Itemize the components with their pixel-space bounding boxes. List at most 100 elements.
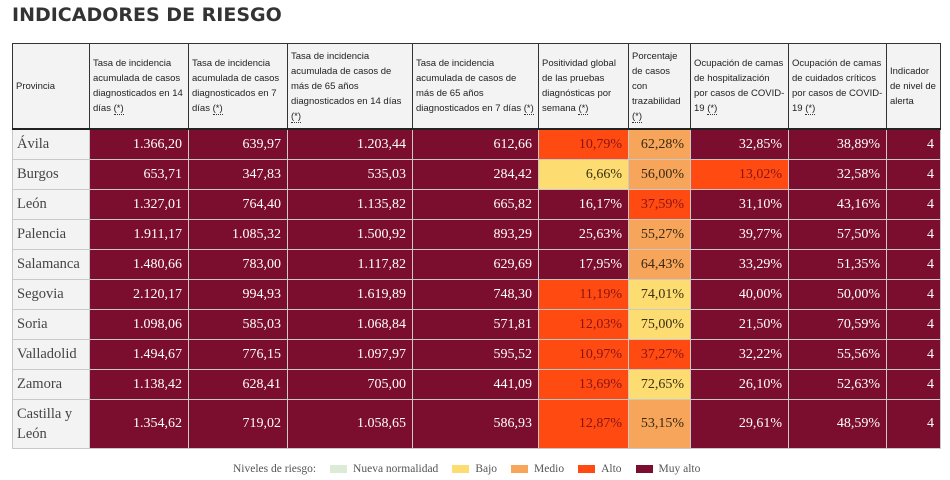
value-cell: 52,63% xyxy=(788,369,887,400)
value-cell: 4 xyxy=(886,399,941,449)
column-header: Tasa de incidencia acumulada de casos de… xyxy=(412,43,539,130)
footnote-link[interactable]: (*) xyxy=(632,110,643,123)
value-cell: 29,61% xyxy=(690,399,789,449)
value-cell: 32,22% xyxy=(690,339,789,370)
value-cell: 4 xyxy=(886,309,941,340)
value-cell: 53,15% xyxy=(628,399,691,449)
value-cell: 10,79% xyxy=(538,128,629,160)
header-text: Tasa de incidencia acumulada de casos di… xyxy=(192,58,280,114)
legend-item: Medio xyxy=(511,463,564,475)
value-cell: 748,30 xyxy=(412,279,539,310)
table-row: Palencia 1.911,17 1.085,32 1.500,92 893,29 25… xyxy=(12,219,941,250)
legend-swatch xyxy=(578,465,596,473)
value-cell: 1.327,01 xyxy=(89,189,189,220)
column-header: Provincia xyxy=(12,43,90,130)
footnote-link[interactable]: (*) xyxy=(707,103,718,115)
header-text: Tasa de incidencia acumulada de casos di… xyxy=(93,58,183,114)
value-cell: 1.354,62 xyxy=(89,399,189,449)
province-cell: Zamora xyxy=(12,369,90,400)
footnote-link[interactable]: (*) xyxy=(212,103,223,115)
value-cell: 1.117,82 xyxy=(287,249,413,280)
value-cell: 1.480,66 xyxy=(89,249,189,280)
value-cell: 1.500,92 xyxy=(287,219,413,250)
footnote-link[interactable]: (*) xyxy=(113,103,124,115)
legend-swatch xyxy=(452,465,470,473)
footnote-link[interactable]: (*) xyxy=(805,103,816,115)
value-cell: 10,97% xyxy=(538,339,629,370)
value-cell: 994,93 xyxy=(188,279,288,310)
legend-item: Bajo xyxy=(452,463,497,475)
value-cell: 764,40 xyxy=(188,189,288,220)
value-cell: 665,82 xyxy=(412,189,539,220)
legend-item: Nueva normalidad xyxy=(330,463,438,475)
legend-item: Alto xyxy=(578,463,622,475)
value-cell: 441,09 xyxy=(412,369,539,400)
header-text: Provincia xyxy=(16,80,56,92)
value-cell: 1.203,44 xyxy=(287,128,413,160)
table-row: Zamora 1.138,42 628,41 705,00 441,09 13,69% 72… xyxy=(12,369,941,400)
value-cell: 55,27% xyxy=(628,219,691,250)
footnote-link[interactable]: (*) xyxy=(291,110,302,123)
header-text: Ocupación de camas de cuidados críticos … xyxy=(792,58,883,114)
value-cell: 74,01% xyxy=(628,279,691,310)
value-cell: 653,71 xyxy=(89,159,189,190)
value-cell: 628,41 xyxy=(188,369,288,400)
column-header: Tasa de incidencia acumulada de casos di… xyxy=(89,43,189,130)
value-cell: 64,43% xyxy=(628,249,691,280)
value-cell: 783,00 xyxy=(188,249,288,280)
legend-label: Niveles de riesgo: xyxy=(233,463,317,475)
value-cell: 629,69 xyxy=(412,249,539,280)
column-header: Porcentaje de casos con trazabilidad (*) xyxy=(628,43,691,130)
footnote-link[interactable]: (*) xyxy=(523,103,534,115)
legend-swatch xyxy=(511,465,529,473)
value-cell: 70,59% xyxy=(788,309,887,340)
value-cell: 4 xyxy=(886,189,941,220)
table-row: Burgos 653,71 347,83 535,03 284,42 6,66% 56,00… xyxy=(12,159,941,190)
province-cell: Castilla y León xyxy=(12,399,90,449)
value-cell: 1.058,65 xyxy=(287,399,413,449)
value-cell: 72,65% xyxy=(628,369,691,400)
value-cell: 40,00% xyxy=(690,279,789,310)
header-text: Ocupación de camas de hospitalización po… xyxy=(694,58,785,114)
value-cell: 50,00% xyxy=(788,279,887,310)
header-row: Provincia Tasa de incidencia acumulada de… xyxy=(12,43,941,130)
value-cell: 16,17% xyxy=(538,189,629,220)
value-cell: 4 xyxy=(886,159,941,190)
value-cell: 1.068,84 xyxy=(287,309,413,340)
value-cell: 705,00 xyxy=(287,369,413,400)
value-cell: 1.619,89 xyxy=(287,279,413,310)
value-cell: 12,03% xyxy=(538,309,629,340)
value-cell: 893,29 xyxy=(412,219,539,250)
value-cell: 1.098,06 xyxy=(89,309,189,340)
value-cell: 571,81 xyxy=(412,309,539,340)
province-cell: Soria xyxy=(12,309,90,340)
value-cell: 25,63% xyxy=(538,219,629,250)
value-cell: 776,15 xyxy=(188,339,288,370)
value-cell: 4 xyxy=(886,279,941,310)
legend-item-label: Bajo xyxy=(475,463,498,475)
column-header: Positividad global de las pruebas diagnó… xyxy=(538,43,629,130)
province-cell: Ávila xyxy=(12,128,90,160)
table-row: Ávila 1.366,20 639,97 1.203,44 612,66 10,79% 6… xyxy=(12,128,941,160)
value-cell: 55,56% xyxy=(788,339,887,370)
legend-item-label: Alto xyxy=(601,463,622,475)
footnote-link[interactable]: (*) xyxy=(578,103,589,115)
province-cell: Segovia xyxy=(12,279,90,310)
column-header: Ocupación de camas de hospitalización po… xyxy=(690,43,789,130)
province-cell: Palencia xyxy=(12,219,90,250)
value-cell: 284,42 xyxy=(412,159,539,190)
column-header: Tasa de incidencia acumulada de casos di… xyxy=(188,43,288,130)
value-cell: 62,28% xyxy=(628,128,691,160)
value-cell: 4 xyxy=(886,369,941,400)
value-cell: 535,03 xyxy=(287,159,413,190)
legend-swatch xyxy=(330,465,348,473)
value-cell: 33,29% xyxy=(690,249,789,280)
legend-item-label: Nueva normalidad xyxy=(353,463,439,475)
value-cell: 75,00% xyxy=(628,309,691,340)
value-cell: 1.911,17 xyxy=(89,219,189,250)
legend-item-label: Muy alto xyxy=(658,463,701,475)
value-cell: 48,59% xyxy=(788,399,887,449)
value-cell: 4 xyxy=(886,249,941,280)
header-text: Indicador de nivel de alerta xyxy=(890,65,936,107)
value-cell: 32,58% xyxy=(788,159,887,190)
